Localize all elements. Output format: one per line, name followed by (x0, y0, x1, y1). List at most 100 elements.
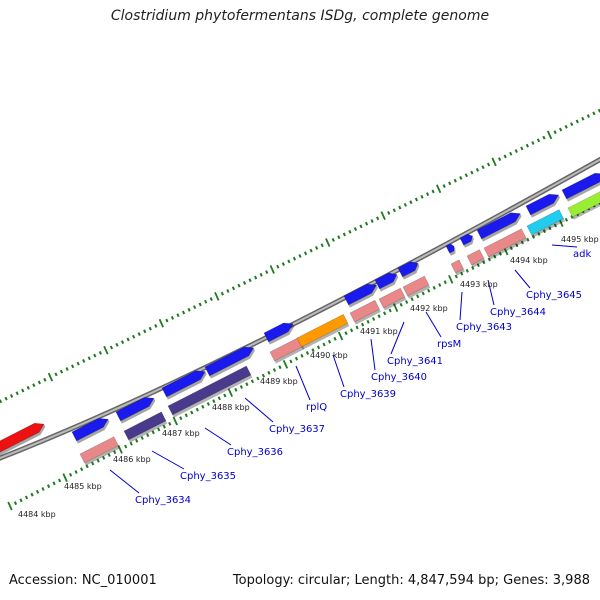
tick-mark (269, 265, 275, 274)
kbp-label: 4494 kbp (510, 256, 548, 265)
tick-mark (438, 283, 442, 287)
tick-mark (176, 313, 180, 318)
tick-mark (553, 223, 558, 228)
tick-mark (559, 127, 563, 132)
gene-arrow-shadow (402, 263, 420, 280)
tick-mark (564, 124, 568, 129)
tick-mark (93, 353, 97, 358)
tick-mark (184, 413, 188, 418)
tick-mark (420, 194, 424, 199)
gene-arrow-shadow (120, 398, 156, 424)
tick-mark (259, 272, 263, 277)
gene-arrow-shadow (209, 347, 255, 379)
gene-bar (79, 436, 120, 466)
gene-arrow (476, 212, 522, 242)
tick-mark (179, 416, 183, 421)
map-title: Clostridium phytofermentans ISDg, comple… (110, 8, 490, 24)
tick-mark (46, 484, 51, 489)
gene-arrow-shadow (166, 371, 207, 400)
gene-bar-shadow (471, 258, 486, 268)
tick-mark (292, 256, 297, 261)
tick-mark (364, 221, 369, 226)
kbp-label: 4490 kbp (310, 351, 348, 360)
tick-mark (250, 379, 254, 384)
tick-mark (76, 361, 80, 366)
gene-leader-line (244, 397, 274, 423)
tick-mark (399, 302, 403, 307)
kbp-label: 4489 kbp (260, 377, 298, 386)
kbp-label: 4491 kbp (360, 327, 398, 336)
gene-label: rplQ (306, 402, 327, 413)
tick-mark (359, 224, 363, 229)
tick-mark (453, 178, 457, 183)
gene-bar (567, 189, 600, 220)
tick-mark (74, 470, 78, 474)
tick-mark (498, 251, 502, 256)
tick-mark (311, 348, 315, 353)
tick-mark (525, 143, 529, 148)
gene-leader-line (487, 279, 495, 306)
tick-mark (443, 280, 447, 285)
gene-bar-shadow (383, 297, 407, 311)
tick-mark (542, 135, 546, 140)
tick-mark (553, 130, 557, 135)
tick-mark (281, 262, 285, 266)
gene-arrow-shadow (348, 285, 378, 308)
tick-mark (54, 372, 58, 377)
tick-mark (366, 319, 370, 324)
tick-mark (327, 339, 332, 344)
tick-mark (254, 275, 258, 280)
gene-label: Cphy_3645 (526, 290, 582, 301)
gene-bar-shadow (354, 309, 381, 325)
tick-mark (503, 154, 507, 159)
tick-mark (158, 318, 164, 328)
gene-label: Cphy_3635 (180, 471, 236, 482)
tick-mark (294, 356, 299, 361)
gene-label: Cphy_3644 (490, 307, 546, 318)
tick-mark (320, 243, 324, 248)
gene-features (0, 172, 600, 466)
gene-leader-line (204, 427, 232, 446)
genome-summary-text: Topology: circular; Length: 4,847,594 bp… (232, 573, 590, 588)
gene-label: Cphy_3641 (387, 356, 443, 367)
tick-mark (531, 234, 535, 239)
tick-mark (162, 424, 166, 429)
kbp-label: 4486 kbp (113, 455, 151, 464)
tick-mark (487, 257, 491, 262)
tick-mark (13, 501, 18, 506)
tick-mark (509, 246, 513, 251)
gene-bar-body (526, 209, 565, 236)
gene-label: Cphy_3637 (269, 424, 325, 435)
kbp-label: 4488 kbp (212, 403, 250, 412)
gene-leader-line (109, 469, 140, 494)
tick-mark (432, 285, 436, 290)
gene-arrow-body (397, 261, 419, 278)
gene-bar-body (450, 259, 464, 274)
tick-mark (393, 303, 399, 313)
tick-mark (57, 478, 62, 483)
gene-arrow (374, 272, 399, 292)
tick-mark (245, 382, 249, 387)
tick-mark (59, 369, 64, 374)
tick-mark (195, 407, 199, 412)
tick-mark (69, 472, 73, 477)
tick-mark (165, 318, 169, 323)
tick-mark (47, 372, 54, 382)
tick-mark (261, 373, 266, 378)
tick-mark (265, 270, 269, 275)
tick-mark (223, 393, 227, 398)
tick-mark (586, 114, 590, 118)
gene-arrow-shadow (76, 419, 110, 444)
tick-mark (146, 433, 150, 438)
kbp-label: 4495 kbp (561, 235, 599, 244)
tick-mark (117, 444, 123, 454)
tick-mark (344, 331, 348, 336)
gene-leader-line (151, 450, 185, 470)
tick-mark (4, 396, 8, 401)
tick-mark (35, 489, 40, 494)
gene-arrow-shadow (566, 174, 600, 202)
tick-mark (30, 492, 34, 497)
tick-mark (482, 260, 486, 265)
tick-mark (421, 291, 425, 296)
gene-arrow-shadow (481, 213, 522, 242)
